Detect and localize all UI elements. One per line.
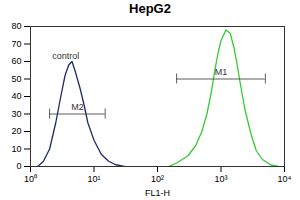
- svg-text:80: 80: [11, 21, 21, 31]
- svg-text:60: 60: [11, 56, 21, 66]
- svg-text:40: 40: [11, 91, 21, 101]
- svg-text:control: control: [52, 51, 79, 61]
- svg-text:FL1-H: FL1-H: [145, 188, 170, 198]
- svg-text:20: 20: [11, 126, 21, 136]
- svg-text:10: 10: [11, 144, 21, 154]
- html-text:HepG2: HepG2: [129, 1, 171, 16]
- svg-text:0: 0: [16, 161, 21, 171]
- svg-text:10²: 10²: [151, 174, 164, 184]
- svg-text:10³: 10³: [214, 174, 227, 184]
- svg-text:M2: M2: [71, 102, 84, 112]
- svg-text:70: 70: [11, 39, 21, 49]
- svg-text:50: 50: [11, 74, 21, 84]
- svg-text:10⁴: 10⁴: [278, 174, 292, 184]
- svg-text:10¹: 10¹: [87, 174, 100, 184]
- svg-text:M1: M1: [215, 67, 228, 77]
- svg-text:10⁰: 10⁰: [24, 174, 37, 184]
- svg-text:30: 30: [11, 109, 21, 119]
